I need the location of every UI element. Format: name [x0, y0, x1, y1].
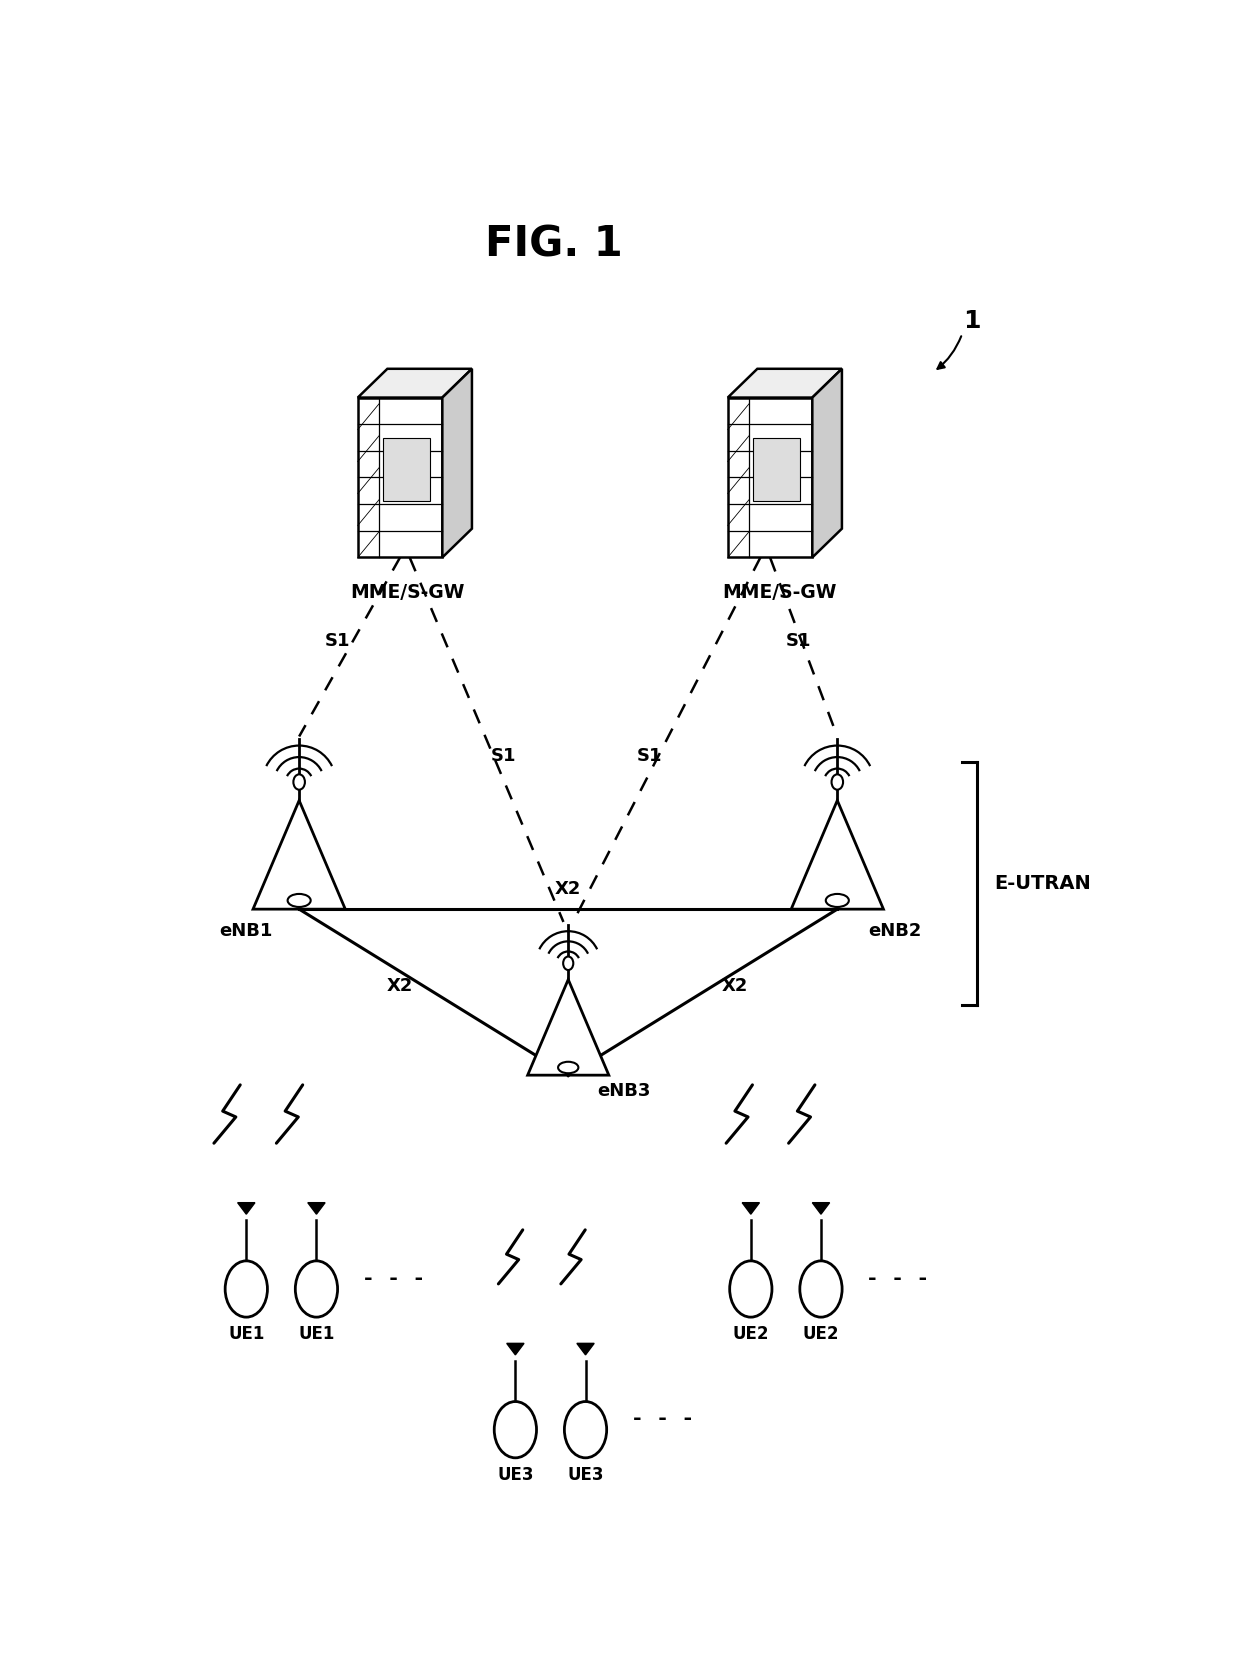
Circle shape [729, 1261, 773, 1317]
Text: eNB2: eNB2 [868, 922, 921, 940]
Circle shape [564, 1402, 606, 1458]
Text: FIG. 1: FIG. 1 [485, 223, 622, 266]
Ellipse shape [826, 894, 849, 907]
Circle shape [563, 957, 573, 970]
Polygon shape [358, 397, 443, 558]
Polygon shape [308, 1203, 325, 1214]
Text: MME/S-GW: MME/S-GW [351, 583, 465, 601]
Polygon shape [383, 437, 429, 502]
Ellipse shape [558, 1061, 578, 1073]
Text: UE3: UE3 [567, 1465, 604, 1483]
Polygon shape [577, 1344, 594, 1355]
Polygon shape [728, 369, 842, 397]
Text: UE3: UE3 [497, 1465, 533, 1483]
Circle shape [495, 1402, 537, 1458]
Polygon shape [253, 801, 345, 909]
Text: UE2: UE2 [802, 1325, 839, 1342]
Polygon shape [728, 397, 812, 558]
Circle shape [295, 1261, 337, 1317]
Text: S1: S1 [491, 747, 516, 764]
Text: 1: 1 [963, 309, 981, 332]
Text: S1: S1 [637, 747, 662, 764]
Polygon shape [443, 369, 472, 558]
Text: S1: S1 [786, 631, 812, 649]
Polygon shape [743, 1203, 759, 1214]
Text: X2: X2 [387, 977, 413, 995]
Text: eNB3: eNB3 [598, 1081, 651, 1100]
Circle shape [226, 1261, 268, 1317]
Text: X2: X2 [556, 880, 582, 897]
Text: - - -: - - - [362, 1269, 425, 1289]
Polygon shape [528, 980, 609, 1075]
Text: UE1: UE1 [228, 1325, 264, 1342]
Ellipse shape [288, 894, 311, 907]
Polygon shape [812, 1203, 830, 1214]
Text: MME/S-GW: MME/S-GW [723, 583, 837, 601]
Polygon shape [507, 1344, 525, 1355]
Polygon shape [812, 369, 842, 558]
Text: eNB1: eNB1 [219, 922, 273, 940]
Polygon shape [791, 801, 883, 909]
Polygon shape [238, 1203, 255, 1214]
Text: UE2: UE2 [733, 1325, 769, 1342]
Text: - - -: - - - [631, 1410, 694, 1430]
Text: E-UTRAN: E-UTRAN [994, 874, 1091, 894]
Polygon shape [753, 437, 800, 502]
Text: - - -: - - - [866, 1269, 929, 1289]
Circle shape [832, 774, 843, 789]
Text: S1: S1 [325, 631, 351, 649]
Circle shape [294, 774, 305, 789]
Circle shape [800, 1261, 842, 1317]
Text: UE1: UE1 [299, 1325, 335, 1342]
Text: X2: X2 [722, 977, 748, 995]
Polygon shape [358, 369, 472, 397]
